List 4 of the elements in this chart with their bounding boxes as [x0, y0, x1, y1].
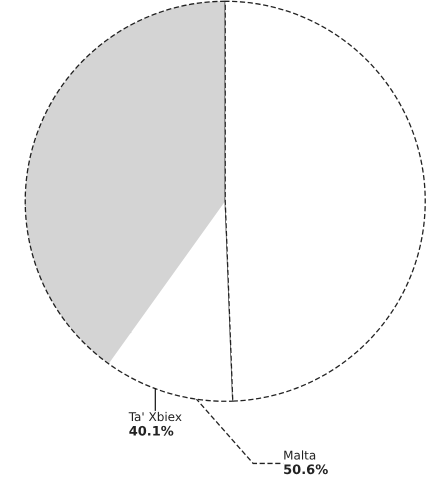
slice-label: Ta' Xbiex [128, 410, 182, 424]
slice-label: Malta [283, 448, 316, 463]
data-label: 40.1% [128, 424, 174, 440]
data-label: 50.6% [283, 463, 328, 478]
